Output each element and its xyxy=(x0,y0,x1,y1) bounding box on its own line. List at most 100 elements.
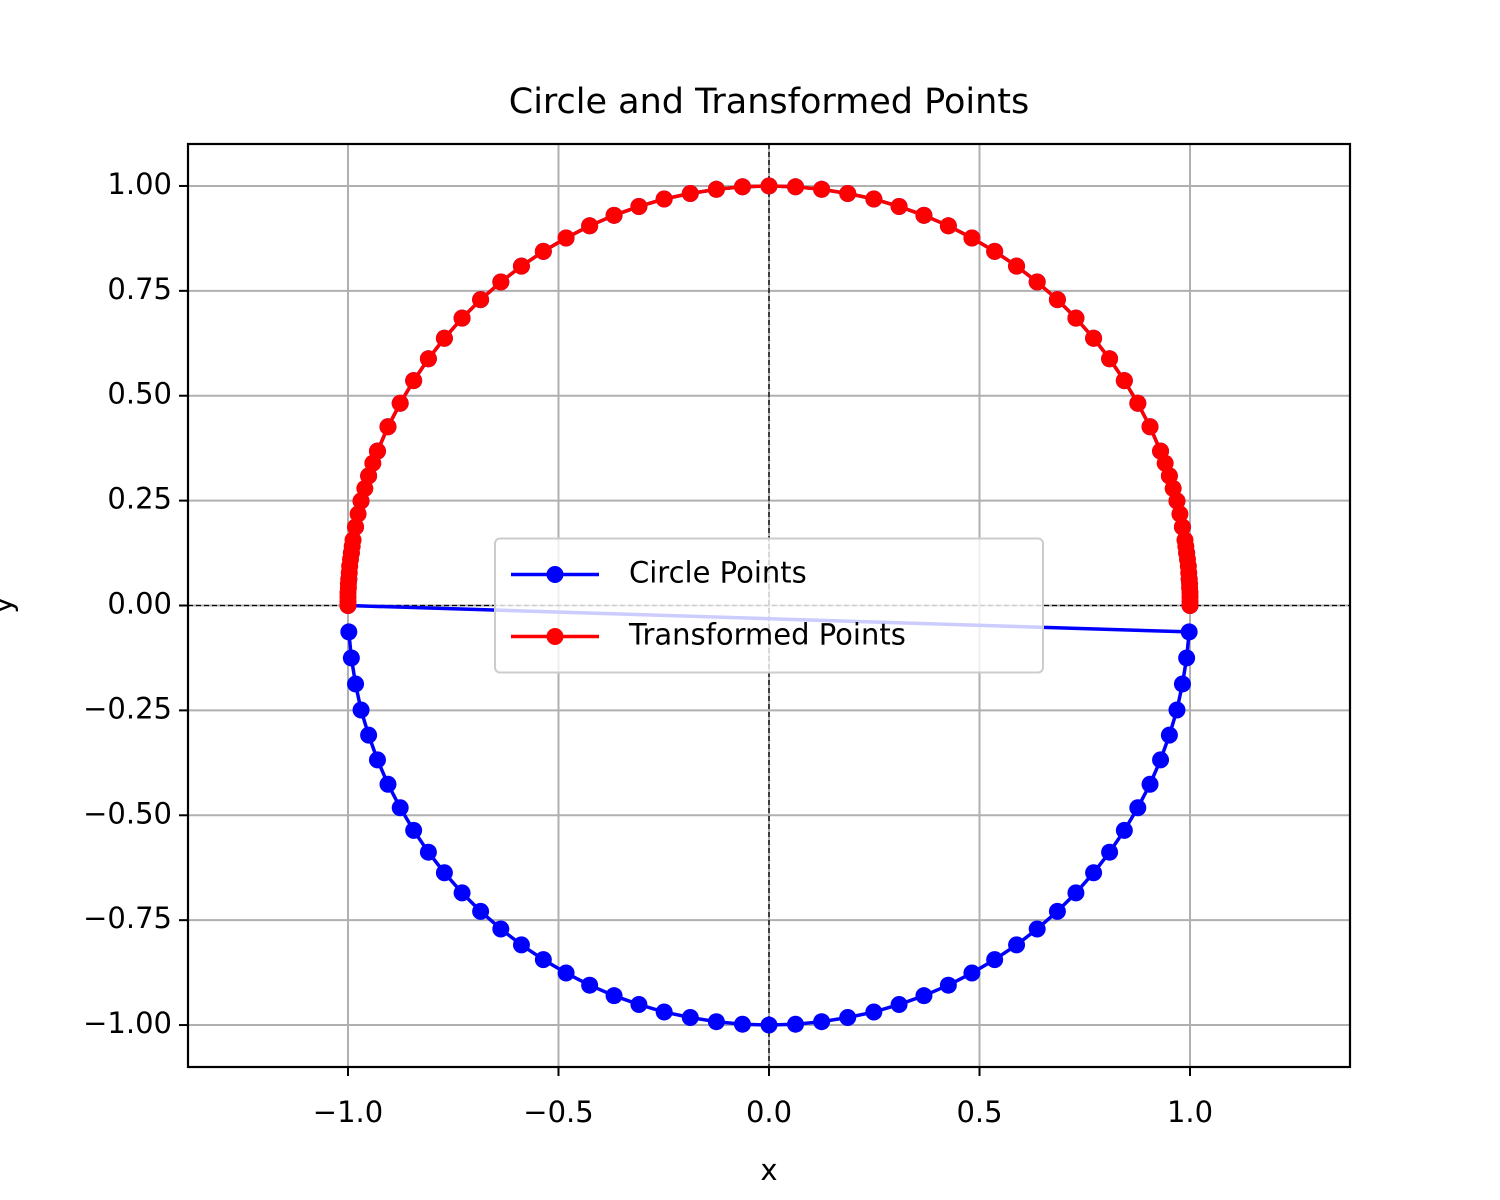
data-point xyxy=(915,987,933,1005)
data-point xyxy=(349,505,367,523)
data-point xyxy=(1178,649,1196,667)
data-point xyxy=(557,229,575,247)
data-point xyxy=(419,350,437,368)
data-point xyxy=(986,242,1004,260)
data-point xyxy=(352,492,370,510)
data-point xyxy=(605,987,623,1005)
y-tick-label: −0.50 xyxy=(83,796,172,830)
data-point xyxy=(1028,920,1046,938)
data-point xyxy=(1168,701,1186,719)
legend-label: Transformed Points xyxy=(628,618,906,652)
data-point xyxy=(342,649,360,667)
data-point xyxy=(655,190,673,208)
data-point xyxy=(1101,843,1119,861)
data-point xyxy=(986,951,1004,969)
data-point xyxy=(839,1008,857,1026)
data-point xyxy=(1067,884,1085,902)
data-point xyxy=(1141,418,1159,436)
data-point xyxy=(1085,329,1103,347)
data-point xyxy=(1115,372,1133,390)
x-tick-label: 0.5 xyxy=(956,1095,1002,1129)
data-point xyxy=(865,1003,883,1021)
data-point xyxy=(1129,799,1147,817)
data-point xyxy=(435,864,453,882)
data-point xyxy=(681,1008,699,1026)
data-point xyxy=(360,726,378,744)
data-point xyxy=(340,623,358,641)
legend-label: Circle Points xyxy=(629,556,807,590)
x-tick-label: 1.0 xyxy=(1167,1095,1213,1129)
data-point xyxy=(435,329,453,347)
data-point xyxy=(379,775,397,793)
data-point xyxy=(890,198,908,216)
data-point xyxy=(1008,936,1026,954)
data-point xyxy=(707,180,725,198)
data-point xyxy=(760,177,778,195)
data-point xyxy=(492,920,510,938)
data-point xyxy=(1171,505,1189,523)
legend-marker xyxy=(546,566,564,583)
data-point xyxy=(1048,291,1066,309)
y-tick-label: 0.00 xyxy=(107,587,172,621)
y-tick-label: 0.50 xyxy=(107,377,172,411)
data-point xyxy=(1152,442,1170,460)
data-point xyxy=(339,597,357,614)
data-point xyxy=(534,951,552,969)
data-point xyxy=(813,1013,831,1031)
x-tick-label: −1.0 xyxy=(313,1095,383,1129)
data-point xyxy=(379,418,397,436)
data-point xyxy=(963,229,981,247)
data-point xyxy=(813,180,831,198)
data-point xyxy=(512,936,530,954)
data-point xyxy=(1180,623,1198,641)
legend-marker xyxy=(546,628,564,645)
data-point xyxy=(472,902,490,920)
data-point xyxy=(939,976,957,994)
x-axis-label: x xyxy=(760,1153,777,1187)
data-point xyxy=(787,1015,805,1033)
y-axis-label: y xyxy=(0,596,19,613)
data-point xyxy=(1008,257,1026,275)
y-tick-label: −0.25 xyxy=(83,691,172,725)
data-point xyxy=(453,309,471,327)
data-point xyxy=(1085,864,1103,882)
data-point xyxy=(605,206,623,224)
data-point xyxy=(681,185,699,203)
chart-title: Circle and Transformed Points xyxy=(509,82,1030,122)
data-point xyxy=(405,372,423,390)
data-point xyxy=(707,1013,725,1031)
axes-frame xyxy=(186,142,1352,1069)
data-point xyxy=(581,976,599,994)
data-point xyxy=(1101,350,1119,368)
data-point xyxy=(963,964,981,982)
data-point xyxy=(655,1003,673,1021)
data-point xyxy=(1115,821,1133,839)
data-point xyxy=(630,198,648,216)
x-tick-label: 0.0 xyxy=(746,1095,792,1129)
data-point xyxy=(1141,775,1159,793)
data-point xyxy=(760,1016,778,1034)
data-point xyxy=(534,242,552,260)
data-point xyxy=(391,394,409,412)
data-point xyxy=(391,799,409,817)
y-tick-label: −1.00 xyxy=(83,1006,172,1040)
data-point xyxy=(581,217,599,235)
data-point xyxy=(557,964,575,982)
data-point xyxy=(630,995,648,1013)
data-point xyxy=(1048,902,1066,920)
data-point xyxy=(787,178,805,196)
data-point xyxy=(472,291,490,309)
data-point xyxy=(1160,726,1178,744)
legend-box xyxy=(494,537,1044,674)
data-point xyxy=(405,821,423,839)
data-point xyxy=(1173,675,1191,693)
x-tick-label: −0.5 xyxy=(523,1095,593,1129)
y-tick-label: 0.25 xyxy=(107,482,172,516)
data-point xyxy=(492,273,510,291)
data-point xyxy=(347,518,365,536)
data-point xyxy=(1067,309,1085,327)
data-point xyxy=(352,701,370,719)
data-point xyxy=(1129,394,1147,412)
y-tick-label: 1.00 xyxy=(107,167,172,201)
